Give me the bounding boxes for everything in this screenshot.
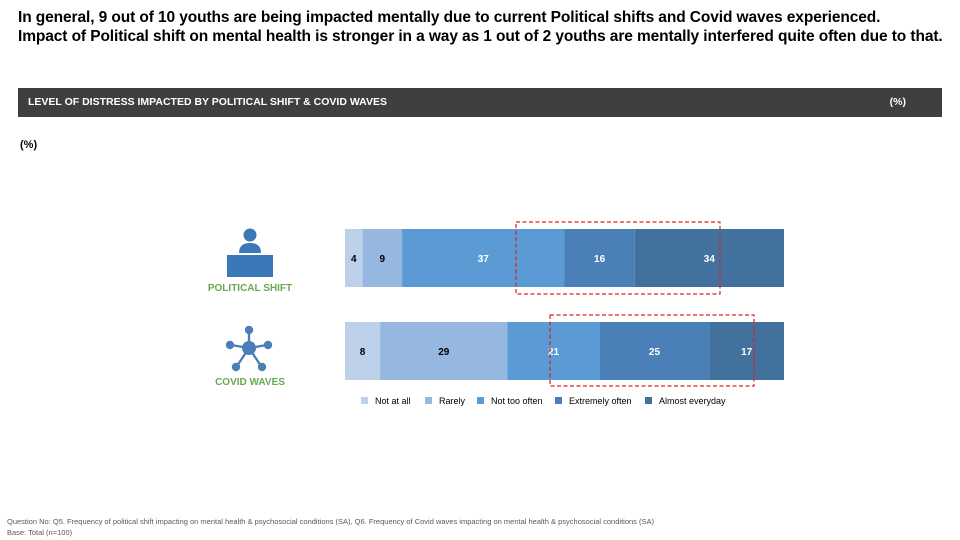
bar-data-label: 16 [594,254,606,265]
network-nodes-icon [225,325,273,372]
section-banner: LEVEL OF DISTRESS IMPACTED BY POLITICAL … [18,88,942,117]
unit-note: (%) [20,139,38,151]
bar-data-label: 21 [548,347,560,358]
highlight-box-0 [515,221,721,295]
bar-segment-1-0 [345,322,381,380]
banner-title: LEVEL OF DISTRESS IMPACTED BY POLITICAL … [28,96,387,108]
legend-swatch [361,397,368,404]
bar-data-label: 34 [704,254,716,265]
legend-label: Not too often [491,396,543,406]
bar-data-label: 29 [438,347,450,358]
highlight-box-1 [549,314,755,387]
bar-data-label: 25 [649,347,661,358]
category-label-political: POLITICAL SHIFT [207,283,293,294]
bar-segment-0-0 [345,229,363,287]
bar-segment-1-1 [380,322,508,380]
legend-swatch [645,397,652,404]
footer-base-note: Base: Total (n=100) [7,528,73,537]
footer-question-note: Question No: Q5. Frequency of political … [7,517,654,526]
bar-data-label: 8 [360,347,366,358]
legend-swatch [555,397,562,404]
bar-segment-1-2 [507,322,600,380]
bar-segment-1-3 [599,322,710,380]
legend-swatch [425,397,432,404]
legend-label: Rarely [439,396,466,406]
legend-swatch [477,397,484,404]
banner-unit: (%) [889,96,906,108]
headline: In general, 9 out of 10 youths are being… [18,8,948,46]
headline-line-1: In general, 9 out of 10 youths are being… [18,9,881,26]
bar-segment-0-1 [362,229,403,287]
bar-data-label: 9 [380,254,386,265]
bar-segment-0-3 [564,229,635,287]
category-label-covid: COVID WAVES [215,377,285,388]
bar-data-label: 4 [351,254,357,265]
legend-label: Almost everyday [659,396,726,406]
bar-segment-0-2 [402,229,565,287]
bar-segment-1-4 [709,322,784,380]
bar-data-label: 37 [478,254,490,265]
headline-line-2: Impact of Political shift on mental heal… [18,28,943,45]
bar-segment-0-4 [634,229,784,287]
person-at-podium-icon [227,228,273,277]
legend-label: Not at all [375,396,411,406]
legend-label: Extremely often [569,396,632,406]
bar-data-label: 17 [741,347,753,358]
